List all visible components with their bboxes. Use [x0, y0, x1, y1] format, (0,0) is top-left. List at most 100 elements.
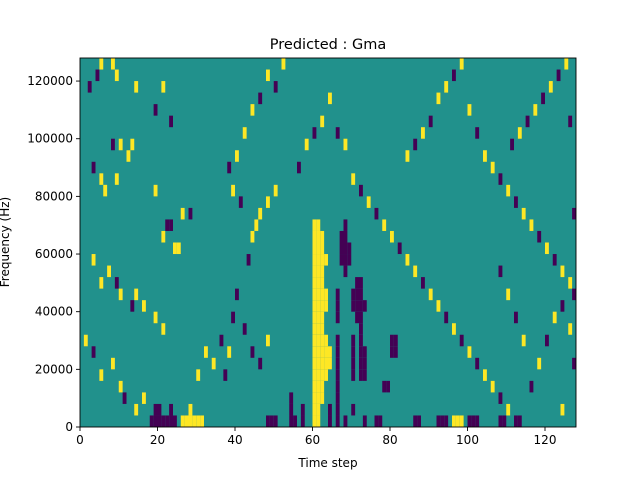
heatmap-cell — [300, 403, 305, 416]
heatmap-cell — [455, 415, 460, 427]
heatmap-cell — [312, 346, 317, 358]
heatmap-cell — [188, 207, 193, 220]
heatmap-cell — [355, 277, 359, 289]
heatmap-cell — [312, 288, 317, 301]
heatmap-cell — [343, 230, 348, 243]
x-axis-label: Time step — [297, 456, 357, 470]
heatmap-cell — [525, 115, 530, 128]
heatmap-cell — [397, 242, 402, 255]
heatmap-cell — [312, 242, 317, 255]
heatmap-cell — [99, 58, 104, 70]
heatmap-cell — [545, 242, 549, 255]
heatmap-cell — [362, 369, 367, 381]
heatmap-cell — [320, 392, 325, 404]
heatmap-cell — [483, 369, 487, 381]
heatmap-cell — [320, 230, 325, 243]
heatmap-cell — [362, 346, 367, 358]
heatmap-cell — [560, 265, 565, 278]
heatmap-cell — [153, 403, 158, 416]
heatmap-cell — [351, 173, 356, 185]
y-tick-label: 120000 — [27, 74, 73, 88]
heatmap-cell — [118, 288, 123, 301]
heatmap-cell — [475, 127, 480, 139]
heatmap-cell — [169, 219, 173, 231]
heatmap-cell — [351, 300, 356, 312]
heatmap-cell — [231, 184, 235, 197]
heatmap-cell — [568, 115, 573, 128]
heatmap-cell — [266, 69, 270, 82]
heatmap-cell — [517, 127, 522, 139]
heatmap-cell — [95, 69, 100, 82]
heatmap-cell — [316, 346, 321, 358]
heatmap-cell — [161, 81, 166, 93]
heatmap-cell — [169, 403, 173, 416]
heatmap-cell — [328, 403, 332, 416]
heatmap-cell — [161, 415, 166, 427]
heatmap-cell — [335, 380, 340, 393]
heatmap-cell — [316, 254, 321, 266]
heatmap-cell — [343, 265, 348, 278]
heatmap-cell — [564, 58, 569, 70]
heatmap-cell — [335, 288, 340, 301]
heatmap-cell — [359, 277, 363, 289]
heatmap-cell — [541, 92, 545, 105]
heatmap-cell — [413, 415, 418, 427]
heatmap-cell — [114, 69, 119, 82]
heatmap-cell — [320, 311, 325, 324]
plot-frame — [79, 57, 577, 428]
heatmap-cell — [335, 311, 340, 324]
heatmap-cell — [351, 369, 356, 381]
heatmap-cell — [529, 219, 534, 231]
heatmap-cell — [490, 380, 495, 393]
heatmap-cell — [258, 357, 263, 370]
heatmap-cells — [83, 58, 576, 427]
heatmap-cell — [316, 219, 321, 231]
heatmap-cell — [99, 173, 104, 185]
heatmap-cell — [335, 334, 340, 347]
heatmap-cell — [459, 334, 464, 347]
heatmap-cell — [444, 81, 449, 93]
heatmap-cell — [374, 415, 379, 427]
x-tick-label: 100 — [456, 433, 479, 447]
heatmap-cell — [355, 300, 359, 312]
heatmap-cell — [316, 300, 321, 312]
heatmap-cell — [111, 138, 115, 151]
heatmap-cell — [436, 415, 441, 427]
heatmap-cell — [111, 58, 115, 70]
heatmap-cell — [312, 357, 317, 370]
heatmap-cell — [521, 207, 526, 220]
heatmap-cell — [134, 288, 139, 301]
heatmap-cell — [192, 415, 197, 427]
heatmap-cell — [362, 357, 367, 370]
heatmap-cell — [161, 323, 166, 335]
heatmap-cell — [328, 357, 332, 370]
heatmap-cell — [351, 288, 356, 301]
heatmap-cell — [312, 265, 317, 278]
heatmap-cell — [324, 254, 328, 266]
heatmap-cell — [149, 415, 154, 427]
heatmap-cell — [320, 277, 325, 289]
heatmap-cell — [200, 415, 204, 427]
heatmap-cell — [250, 230, 255, 243]
heatmap-cell — [320, 346, 325, 358]
heatmap-cell — [510, 138, 514, 151]
heatmap-cell — [378, 415, 383, 427]
heatmap-cell — [320, 242, 325, 255]
heatmap-cell — [483, 150, 487, 162]
heatmap-cell — [339, 254, 344, 266]
heatmap-cell — [359, 346, 363, 358]
heatmap-cell — [99, 277, 104, 289]
x-tick-label: 120 — [534, 433, 557, 447]
heatmap-cell — [316, 403, 321, 416]
heatmap-cell — [556, 69, 561, 82]
heatmap-cell — [533, 104, 538, 116]
heatmap-cell — [459, 58, 464, 70]
heatmap-cell — [254, 219, 259, 231]
heatmap-cell — [316, 265, 321, 278]
heatmap-cell — [347, 242, 352, 255]
heatmap-cell — [359, 357, 363, 370]
heatmap-cell — [316, 311, 321, 324]
heatmap-cell — [502, 415, 507, 427]
x-tick-label: 60 — [305, 433, 320, 447]
